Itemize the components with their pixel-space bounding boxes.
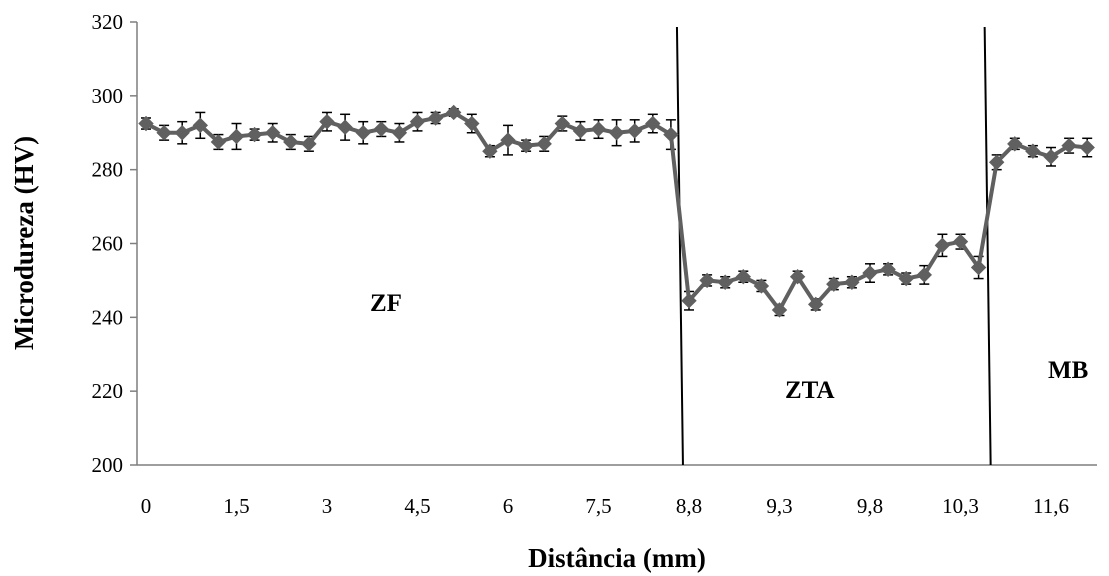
y-tick-label: 260 (92, 232, 124, 256)
data-point (283, 134, 299, 150)
data-point (608, 125, 625, 141)
data-point (464, 115, 480, 132)
data-point (319, 113, 335, 130)
data-point (138, 115, 154, 132)
zone-boundary-line (675, 26, 684, 466)
zone-label-zta: ZTA (785, 377, 835, 404)
x-tick-label: 1,5 (223, 494, 249, 518)
y-axis-ticks: 200 220 240 260 280 300 320 (92, 10, 137, 477)
data-point (482, 143, 498, 159)
data-point (844, 274, 860, 290)
y-tick-label: 320 (92, 10, 124, 34)
data-point (988, 154, 1005, 170)
x-axis-ticks: 0 1,5 3 4,5 6 7,5 8,8 9,3 9,8 10,3 11,6 (141, 494, 1069, 518)
data-point (1025, 143, 1041, 159)
data-point (246, 126, 263, 143)
data-point (445, 104, 462, 121)
x-tick-label: 11,6 (1033, 494, 1069, 518)
data-point (572, 123, 589, 139)
x-tick-label: 0 (141, 494, 152, 518)
data-point (753, 278, 770, 294)
data-point (355, 125, 371, 141)
data-point (626, 123, 643, 139)
data-point (192, 117, 209, 134)
data-point (699, 272, 715, 289)
x-tick-label: 3 (322, 494, 333, 518)
data-point (1061, 137, 1077, 154)
data-point (717, 274, 733, 290)
x-tick-label: 10,3 (942, 494, 979, 518)
x-tick-label: 6 (503, 494, 514, 518)
data-point (916, 267, 933, 283)
data-point (156, 125, 172, 141)
data-point (264, 125, 281, 141)
data-point (337, 119, 353, 135)
x-axis-title: Distância (mm) (528, 543, 706, 573)
x-tick-label: 9,3 (766, 494, 792, 518)
data-point (735, 269, 752, 285)
x-tick-label: 8,8 (676, 494, 702, 518)
y-tick-label: 240 (92, 305, 124, 329)
data-point (771, 302, 788, 318)
data-point (1043, 149, 1059, 165)
data-point (1007, 136, 1023, 152)
data-point (554, 115, 571, 132)
data-point (210, 134, 227, 150)
data-point (789, 269, 806, 285)
data-point (681, 293, 697, 309)
data-point (500, 132, 516, 148)
data-point (952, 233, 969, 250)
data-point (391, 125, 408, 141)
data-point (1079, 139, 1095, 156)
data-point (807, 296, 824, 313)
y-tick-label: 200 (92, 453, 124, 477)
data-markers (138, 104, 1095, 318)
y-axis-title: Microdureza (HV) (9, 136, 39, 350)
zone-label-zf: ZF (370, 290, 402, 317)
data-point (826, 276, 842, 292)
y-tick-label: 280 (92, 158, 124, 182)
x-tick-label: 7,5 (585, 494, 611, 518)
data-point (518, 137, 534, 154)
y-tick-label: 300 (92, 84, 124, 108)
zone-label-mb: MB (1048, 357, 1088, 384)
x-tick-label: 9,8 (857, 494, 883, 518)
data-point (373, 121, 390, 137)
data-point (301, 136, 317, 152)
data-point (590, 121, 607, 137)
data-point (409, 113, 426, 130)
data-point (536, 136, 552, 152)
data-point (934, 237, 951, 254)
data-point (228, 128, 245, 145)
x-tick-label: 4,5 (404, 494, 430, 518)
data-point (427, 110, 444, 126)
data-point (970, 259, 987, 276)
zone-boundaries (675, 26, 992, 466)
data-point (898, 270, 914, 287)
zone-boundary-line (983, 26, 992, 466)
data-point (645, 115, 661, 132)
data-point (862, 265, 878, 281)
data-point (174, 125, 190, 141)
data-point (880, 261, 896, 278)
data-point (663, 126, 679, 143)
y-tick-label: 220 (92, 379, 124, 403)
